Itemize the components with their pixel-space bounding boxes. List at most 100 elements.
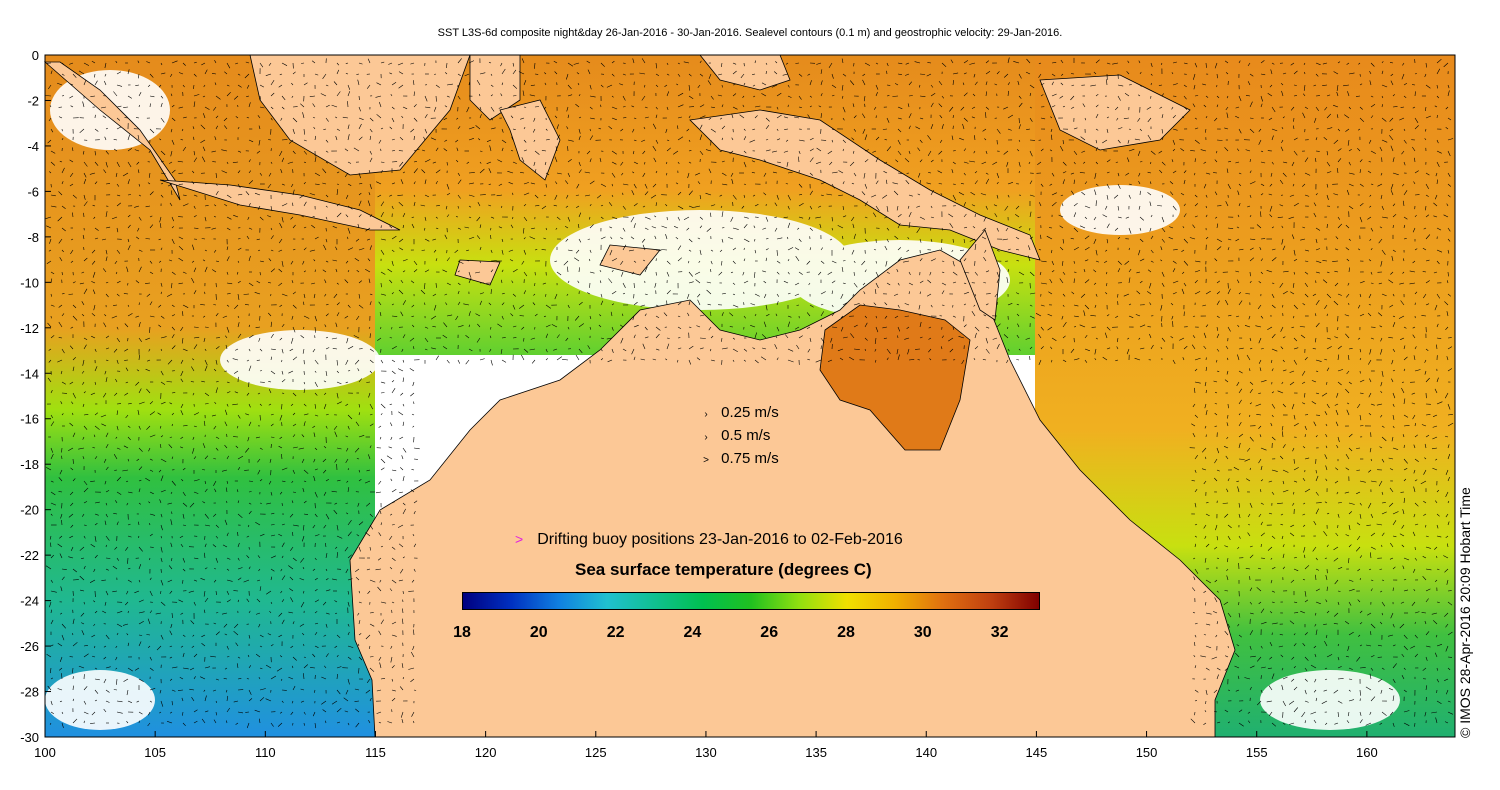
velocity-arrow bbox=[697, 181, 701, 185]
velocity-arrow bbox=[1446, 203, 1449, 207]
velocity-arrow bbox=[1059, 246, 1064, 251]
velocity-arrow bbox=[291, 82, 294, 86]
velocity-arrow bbox=[1180, 148, 1185, 152]
velocity-arrow bbox=[435, 216, 438, 219]
velocity-arrow bbox=[719, 117, 723, 120]
velocity-arrow bbox=[1315, 227, 1321, 231]
velocity-arrow bbox=[972, 226, 976, 229]
velocity-arrow bbox=[776, 194, 779, 200]
velocity-arrow bbox=[134, 149, 140, 152]
velocity-arrow bbox=[1127, 60, 1130, 64]
velocity-arrow bbox=[741, 205, 745, 209]
velocity-arrow bbox=[721, 104, 724, 108]
velocity-arrow bbox=[127, 147, 133, 152]
velocity-arrow bbox=[1062, 161, 1067, 166]
velocity-arrow bbox=[1139, 84, 1142, 87]
velocity-arrow bbox=[831, 171, 838, 174]
velocity-arrow bbox=[1205, 194, 1208, 198]
velocity-arrow bbox=[545, 172, 550, 176]
velocity-arrow bbox=[742, 104, 745, 108]
velocity-arrow bbox=[160, 183, 164, 185]
velocity-arrow bbox=[1336, 167, 1339, 174]
velocity-arrow bbox=[864, 62, 871, 66]
velocity-arrow bbox=[1183, 106, 1188, 110]
velocity-arrow bbox=[193, 215, 197, 218]
velocity-arrow bbox=[1106, 106, 1110, 109]
velocity-arrow bbox=[1094, 189, 1097, 196]
velocity-arrow bbox=[1425, 62, 1427, 68]
velocity-arrow bbox=[523, 139, 527, 143]
velocity-arrow bbox=[829, 161, 833, 166]
velocity-arrow bbox=[1038, 73, 1042, 78]
velocity-arrow bbox=[1147, 171, 1152, 174]
velocity-arrow bbox=[1150, 62, 1153, 67]
velocity-arrow bbox=[1114, 227, 1119, 231]
velocity-arrow bbox=[281, 95, 286, 101]
velocity-arrow bbox=[399, 161, 404, 167]
velocity-arrow bbox=[322, 182, 327, 185]
velocity-arrow bbox=[1015, 237, 1020, 240]
velocity-arrow bbox=[368, 170, 371, 174]
velocity-arrow bbox=[864, 159, 869, 163]
velocity-arrow bbox=[523, 203, 527, 207]
velocity-arrow bbox=[259, 84, 265, 88]
velocity-arrow bbox=[160, 95, 164, 99]
velocity-arrow bbox=[424, 216, 427, 221]
velocity-arrow bbox=[631, 105, 635, 108]
velocity-arrow bbox=[743, 128, 746, 131]
velocity-arrow bbox=[1345, 224, 1350, 229]
velocity-arrow bbox=[1226, 112, 1229, 119]
velocity-arrow bbox=[939, 139, 943, 143]
velocity-arrow bbox=[433, 249, 437, 253]
velocity-arrow bbox=[611, 150, 617, 155]
velocity-arrow bbox=[534, 194, 539, 199]
velocity-arrow bbox=[1304, 172, 1311, 176]
velocity-arrow bbox=[391, 182, 396, 185]
velocity-arrow bbox=[413, 148, 420, 152]
velocity-arrow bbox=[178, 245, 184, 251]
velocity-arrow bbox=[1214, 117, 1218, 122]
velocity-arrow bbox=[576, 205, 580, 208]
velocity-arrow bbox=[292, 224, 296, 229]
velocity-arrow bbox=[620, 237, 624, 240]
velocity-arrow bbox=[171, 117, 176, 122]
velocity-arrow bbox=[864, 149, 869, 152]
velocity-arrow bbox=[347, 183, 352, 186]
velocity-arrow bbox=[1194, 158, 1196, 163]
velocity-arrow bbox=[70, 249, 74, 255]
velocity-arrow bbox=[1225, 106, 1229, 111]
velocity-arrow bbox=[424, 106, 431, 109]
velocity-arrow bbox=[666, 106, 669, 111]
velocity-arrow bbox=[325, 216, 328, 220]
velocity-arrow bbox=[1304, 194, 1310, 197]
velocity-arrow bbox=[160, 194, 164, 198]
velocity-arrow bbox=[1113, 194, 1119, 199]
velocity-arrow bbox=[1049, 149, 1053, 152]
velocity-arrow bbox=[1117, 172, 1120, 177]
velocity-arrow bbox=[644, 191, 649, 196]
velocity-arrow bbox=[1161, 194, 1163, 198]
velocity-arrow bbox=[707, 80, 712, 86]
velocity-arrow bbox=[642, 205, 646, 208]
velocity-arrow bbox=[1314, 117, 1317, 123]
velocity-arrow bbox=[368, 192, 371, 196]
velocity-arrow bbox=[719, 194, 723, 197]
velocity-arrow bbox=[127, 194, 132, 196]
velocity-arrow bbox=[292, 189, 295, 196]
velocity-arrow bbox=[138, 183, 140, 187]
velocity-arrow bbox=[1169, 181, 1174, 185]
velocity-arrow bbox=[336, 189, 339, 196]
velocity-arrow bbox=[1271, 128, 1278, 132]
velocity-arrow bbox=[688, 73, 692, 77]
velocity-arrow bbox=[457, 227, 462, 230]
velocity-arrow bbox=[841, 58, 844, 64]
velocity-arrow bbox=[1260, 95, 1263, 102]
velocity-arrow bbox=[959, 249, 965, 251]
velocity-arrow bbox=[1171, 106, 1174, 110]
velocity-arrow bbox=[1226, 95, 1229, 99]
velocity-arrow bbox=[325, 104, 330, 108]
velocity-arrow bbox=[1315, 158, 1317, 163]
velocity-arrow bbox=[534, 150, 540, 155]
velocity-arrow bbox=[1007, 248, 1011, 251]
velocity-arrow bbox=[182, 84, 185, 88]
